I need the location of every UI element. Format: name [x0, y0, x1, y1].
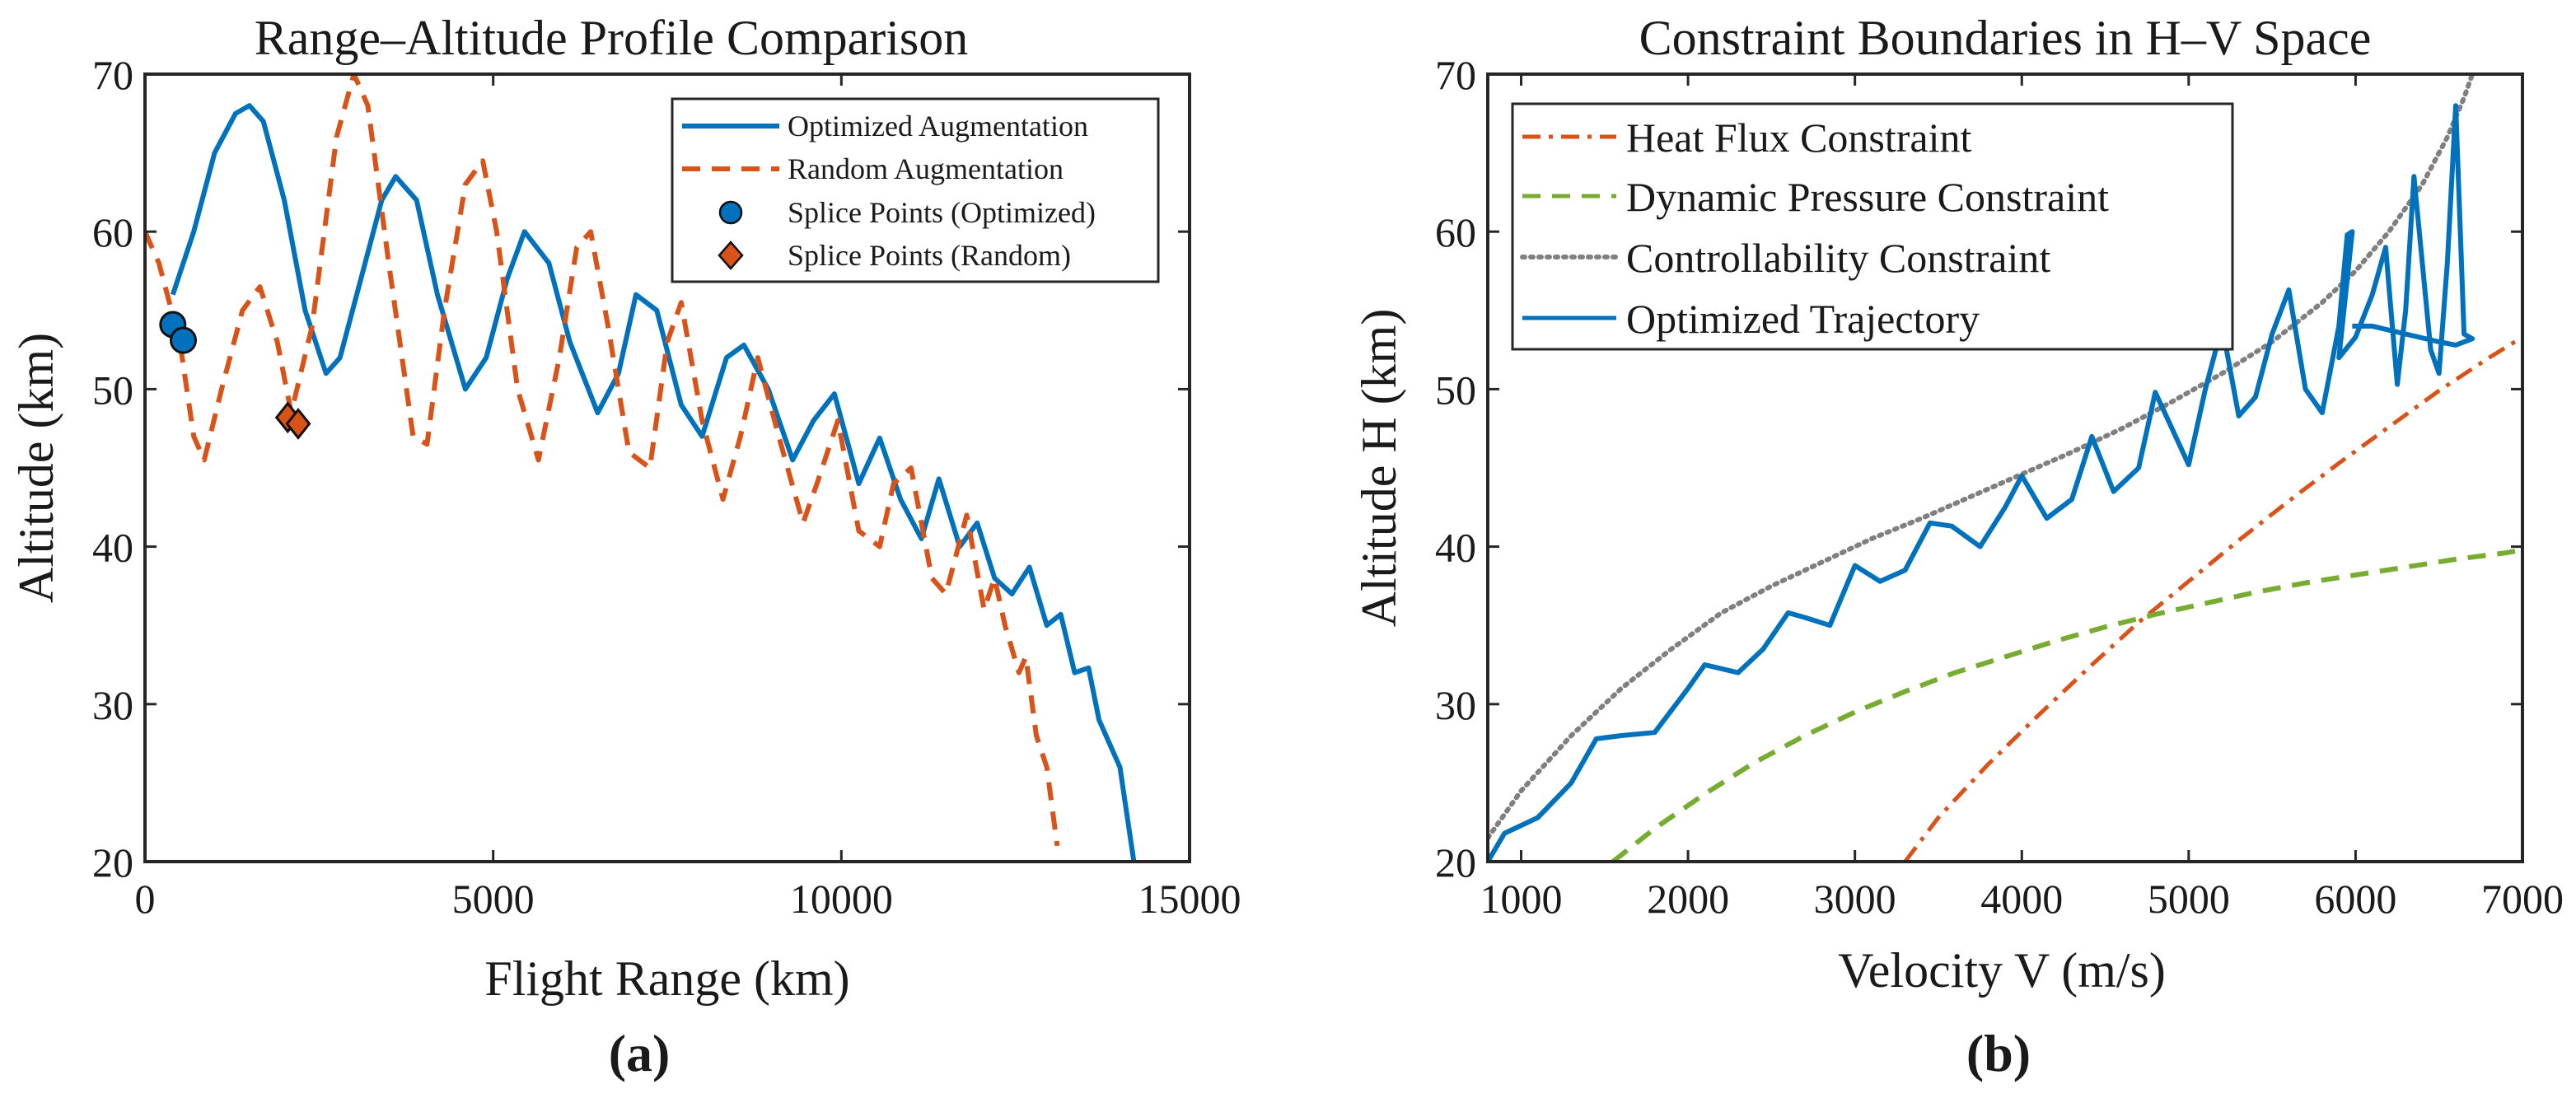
- x-tick-label-a-2: 10000: [790, 876, 893, 922]
- legend-swatch-splice-optimized-a: [718, 200, 743, 225]
- x-tick-label-b-5: 6000: [2314, 876, 2396, 922]
- x-tick-label-b-0: 1000: [1480, 876, 1563, 922]
- chart-title-b: Constraint Boundaries in H–V Space: [1639, 11, 2372, 65]
- y-axis-label-a: Altitude (km): [9, 333, 63, 603]
- y-tick-label-a-2: 40: [92, 525, 133, 571]
- panel-label-b: (b): [1966, 1024, 2031, 1082]
- x-tick-label-a-1: 5000: [452, 876, 535, 922]
- panel-label-a-text: (a): [609, 1024, 671, 1082]
- legend-item-control-b: Controllability Constraint: [1626, 235, 2050, 281]
- series-line-b-0: [1903, 335, 2522, 862]
- x-tick-label-b-6: 7000: [2481, 876, 2564, 922]
- legend-item-heat-b: Heat Flux Constraint: [1626, 115, 1972, 161]
- legend-a: Optimized Augmentation Random Augmentati…: [671, 97, 1160, 283]
- ticks-b: 1000 2000 3000 4000 5000 6000 7000 20 30 40 50 60 70: [1435, 52, 2564, 922]
- legend-item-dynamic-b: Dynamic Pressure Constraint: [1626, 174, 2109, 220]
- panel-label-a: (a): [609, 1024, 671, 1082]
- y-tick-label-b-0: 20: [1435, 839, 1476, 886]
- y-tick-label-a-0: 20: [92, 839, 133, 886]
- y-axis-label-b: Altitude H (km): [1352, 309, 1406, 628]
- x-tick-label-b-2: 3000: [1814, 876, 1896, 922]
- y-tick-label-a-1: 30: [92, 682, 133, 728]
- x-tick-label-b-1: 2000: [1647, 876, 1729, 922]
- series-line-b-2: [1488, 74, 2475, 841]
- legend-item-random-a: Random Augmentation: [788, 152, 1064, 185]
- axes-box-b: [1486, 72, 2524, 863]
- x-axis-label-a: Flight Range (km): [484, 951, 849, 1006]
- legend-swatch-splice-random-a: [718, 241, 744, 270]
- x-tick-label-b-3: 4000: [1980, 876, 2063, 922]
- x-axis-label-b: Velocity V (m/s): [1838, 943, 2166, 998]
- series-line-b-1: [1611, 547, 2522, 862]
- y-tick-label-a-4: 60: [92, 209, 133, 255]
- legend-b: Heat Flux Constraint Dynamic Pressure Co…: [1511, 102, 2234, 351]
- legend-item-optimized-a: Optimized Augmentation: [788, 110, 1088, 143]
- legend-item-splice-random-a: Splice Points (Random): [788, 239, 1071, 272]
- y-tick-label-a-5: 70: [92, 52, 133, 98]
- marker-a-0-1: [169, 326, 197, 354]
- y-tick-label-b-1: 30: [1435, 682, 1476, 728]
- chart-panel-b: Constraint Boundaries in H–V Space 1000 2…: [1352, 11, 2564, 1082]
- y-tick-label-b-2: 40: [1435, 525, 1476, 571]
- x-tick-label-b-4: 5000: [2148, 876, 2230, 922]
- series-line-b-3: [1488, 103, 2475, 862]
- plot-area-b: [1488, 74, 2522, 862]
- x-tick-label-a-3: 15000: [1138, 876, 1241, 922]
- series-line-a-1: [145, 74, 1060, 847]
- series-line-a-0: [170, 103, 1137, 862]
- legend-item-trajectory-b: Optimized Trajectory: [1626, 296, 1980, 342]
- legend-item-splice-optimized-a: Splice Points (Optimized): [788, 196, 1096, 229]
- marker-a-1-1: [285, 408, 311, 440]
- plot-area-a: [145, 74, 1137, 862]
- x-tick-label-a-0: 0: [135, 876, 156, 922]
- y-tick-label-b-4: 60: [1435, 209, 1476, 255]
- axes-box-a: [143, 72, 1191, 863]
- y-tick-label-b-3: 50: [1435, 367, 1476, 413]
- ticks-a: 0 5000 10000 15000 20 30 40 50 60 70: [92, 52, 1241, 922]
- chart-panel-a: Range–Altitude Profile Comparison 0 5000 1…: [9, 11, 1241, 1082]
- y-tick-label-a-3: 50: [92, 367, 133, 413]
- y-tick-label-b-5: 70: [1435, 52, 1476, 98]
- legend-box-b: [1511, 102, 2234, 351]
- legend-box-a: [671, 97, 1160, 283]
- panel-label-b-text: (b): [1966, 1024, 2031, 1082]
- chart-title-a: Range–Altitude Profile Comparison: [255, 11, 969, 65]
